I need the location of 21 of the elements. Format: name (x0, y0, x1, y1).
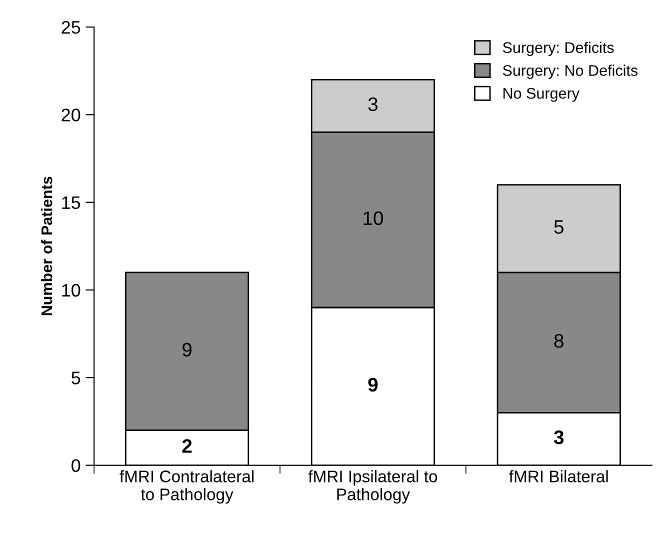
y-tick-label: 20 (62, 108, 80, 122)
legend-label: Surgery: No Deficits (502, 64, 638, 79)
y-tick-label: 5 (72, 372, 80, 384)
data-label: 10 (364, 211, 384, 226)
x-tick-label: fMRI Contralateral to Pathology (120, 470, 254, 504)
y-tick-label: 0 (72, 459, 80, 472)
legend-label: Surgery: Deficits (502, 42, 614, 56)
data-label: 5 (554, 220, 564, 234)
data-label: 9 (182, 342, 192, 357)
y-tick-label: 10 (62, 284, 80, 297)
data-label: 9 (368, 378, 378, 392)
legend-label: No Surgery (504, 88, 580, 102)
data-label: 3 (368, 97, 378, 112)
y-axis-title: Number of Patients (41, 176, 52, 316)
y-tick-label: 15 (62, 196, 80, 210)
x-tick-label: fMRI Ipsilateral to Pathology (308, 470, 438, 504)
data-label: 2 (182, 439, 192, 453)
x-tick-label: fMRI Bilateral (509, 470, 608, 482)
y-tick-label: 25 (62, 20, 80, 34)
data-label: 8 (554, 334, 564, 348)
data-label: 3 (554, 430, 564, 444)
